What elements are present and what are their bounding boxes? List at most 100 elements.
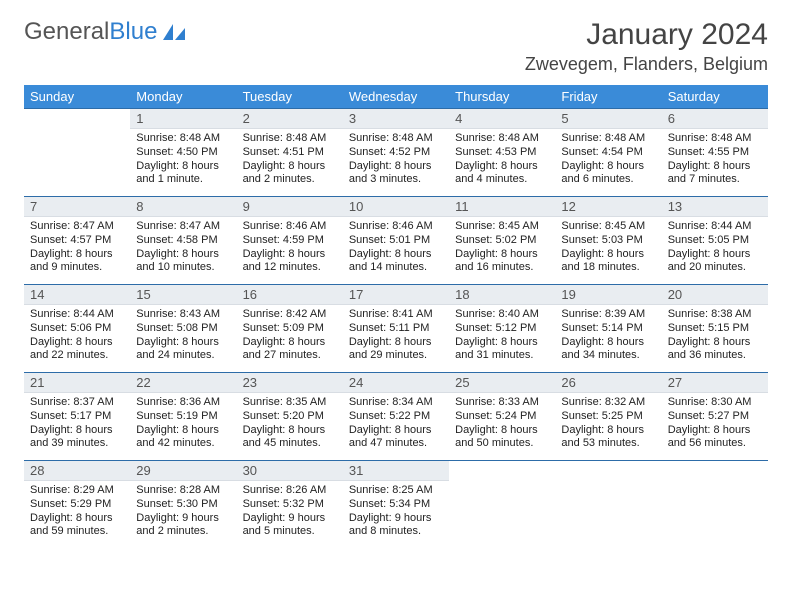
day-header: Monday bbox=[130, 85, 236, 109]
day-content: Sunrise: 8:37 AMSunset: 5:17 PMDaylight:… bbox=[24, 393, 130, 455]
day-content: Sunrise: 8:43 AMSunset: 5:08 PMDaylight:… bbox=[130, 305, 236, 367]
daylight-text: and 14 minutes. bbox=[349, 261, 443, 275]
daylight-text: and 31 minutes. bbox=[455, 349, 549, 363]
daylight-text: Daylight: 8 hours bbox=[136, 336, 230, 350]
daylight-text: Daylight: 9 hours bbox=[243, 512, 337, 526]
calendar-cell: 26Sunrise: 8:32 AMSunset: 5:25 PMDayligh… bbox=[555, 373, 661, 461]
sunrise-text: Sunrise: 8:46 AM bbox=[349, 220, 443, 234]
calendar-week-row: 14Sunrise: 8:44 AMSunset: 5:06 PMDayligh… bbox=[24, 285, 768, 373]
sunset-text: Sunset: 5:29 PM bbox=[30, 498, 124, 512]
calendar-cell: 2Sunrise: 8:48 AMSunset: 4:51 PMDaylight… bbox=[237, 109, 343, 197]
daylight-text: Daylight: 8 hours bbox=[30, 336, 124, 350]
logo: GeneralBlue bbox=[24, 18, 187, 46]
day-number: 8 bbox=[130, 197, 236, 217]
day-content: Sunrise: 8:48 AMSunset: 4:50 PMDaylight:… bbox=[130, 129, 236, 191]
calendar-week-row: 1Sunrise: 8:48 AMSunset: 4:50 PMDaylight… bbox=[24, 109, 768, 197]
sunrise-text: Sunrise: 8:40 AM bbox=[455, 308, 549, 322]
daylight-text: and 4 minutes. bbox=[455, 173, 549, 187]
sunrise-text: Sunrise: 8:35 AM bbox=[243, 396, 337, 410]
daylight-text: and 5 minutes. bbox=[243, 525, 337, 539]
daylight-text: Daylight: 8 hours bbox=[668, 248, 762, 262]
daylight-text: Daylight: 8 hours bbox=[561, 336, 655, 350]
daylight-text: and 2 minutes. bbox=[136, 525, 230, 539]
day-number: 9 bbox=[237, 197, 343, 217]
day-number: 6 bbox=[662, 109, 768, 129]
sunset-text: Sunset: 5:05 PM bbox=[668, 234, 762, 248]
day-content bbox=[24, 113, 130, 120]
daylight-text: Daylight: 8 hours bbox=[30, 248, 124, 262]
calendar-cell: 8Sunrise: 8:47 AMSunset: 4:58 PMDaylight… bbox=[130, 197, 236, 285]
daylight-text: Daylight: 8 hours bbox=[136, 160, 230, 174]
daylight-text: and 56 minutes. bbox=[668, 437, 762, 451]
sunset-text: Sunset: 5:32 PM bbox=[243, 498, 337, 512]
day-content: Sunrise: 8:47 AMSunset: 4:58 PMDaylight:… bbox=[130, 217, 236, 279]
daylight-text: and 7 minutes. bbox=[668, 173, 762, 187]
daylight-text: and 1 minute. bbox=[136, 173, 230, 187]
day-number: 13 bbox=[662, 197, 768, 217]
daylight-text: Daylight: 8 hours bbox=[136, 248, 230, 262]
day-number: 15 bbox=[130, 285, 236, 305]
day-content: Sunrise: 8:33 AMSunset: 5:24 PMDaylight:… bbox=[449, 393, 555, 455]
day-content bbox=[449, 465, 555, 472]
day-number: 28 bbox=[24, 461, 130, 481]
sunrise-text: Sunrise: 8:47 AM bbox=[30, 220, 124, 234]
day-content: Sunrise: 8:28 AMSunset: 5:30 PMDaylight:… bbox=[130, 481, 236, 543]
calendar-cell: 29Sunrise: 8:28 AMSunset: 5:30 PMDayligh… bbox=[130, 461, 236, 549]
day-number: 17 bbox=[343, 285, 449, 305]
day-content: Sunrise: 8:30 AMSunset: 5:27 PMDaylight:… bbox=[662, 393, 768, 455]
daylight-text: Daylight: 8 hours bbox=[30, 424, 124, 438]
sunset-text: Sunset: 4:50 PM bbox=[136, 146, 230, 160]
daylight-text: Daylight: 8 hours bbox=[561, 248, 655, 262]
day-content: Sunrise: 8:32 AMSunset: 5:25 PMDaylight:… bbox=[555, 393, 661, 455]
day-content: Sunrise: 8:44 AMSunset: 5:05 PMDaylight:… bbox=[662, 217, 768, 279]
sunset-text: Sunset: 5:03 PM bbox=[561, 234, 655, 248]
sunrise-text: Sunrise: 8:43 AM bbox=[136, 308, 230, 322]
daylight-text: Daylight: 8 hours bbox=[668, 424, 762, 438]
daylight-text: Daylight: 8 hours bbox=[243, 248, 337, 262]
day-header: Friday bbox=[555, 85, 661, 109]
sunrise-text: Sunrise: 8:41 AM bbox=[349, 308, 443, 322]
day-number: 26 bbox=[555, 373, 661, 393]
day-content: Sunrise: 8:48 AMSunset: 4:53 PMDaylight:… bbox=[449, 129, 555, 191]
daylight-text: and 8 minutes. bbox=[349, 525, 443, 539]
day-header: Thursday bbox=[449, 85, 555, 109]
day-content: Sunrise: 8:48 AMSunset: 4:52 PMDaylight:… bbox=[343, 129, 449, 191]
calendar-cell: 23Sunrise: 8:35 AMSunset: 5:20 PMDayligh… bbox=[237, 373, 343, 461]
day-content: Sunrise: 8:25 AMSunset: 5:34 PMDaylight:… bbox=[343, 481, 449, 543]
daylight-text: and 9 minutes. bbox=[30, 261, 124, 275]
sunset-text: Sunset: 4:55 PM bbox=[668, 146, 762, 160]
calendar-cell: 31Sunrise: 8:25 AMSunset: 5:34 PMDayligh… bbox=[343, 461, 449, 549]
calendar-cell: 3Sunrise: 8:48 AMSunset: 4:52 PMDaylight… bbox=[343, 109, 449, 197]
daylight-text: Daylight: 8 hours bbox=[349, 160, 443, 174]
daylight-text: Daylight: 8 hours bbox=[455, 248, 549, 262]
daylight-text: and 3 minutes. bbox=[349, 173, 443, 187]
calendar-cell: 20Sunrise: 8:38 AMSunset: 5:15 PMDayligh… bbox=[662, 285, 768, 373]
calendar-cell: 6Sunrise: 8:48 AMSunset: 4:55 PMDaylight… bbox=[662, 109, 768, 197]
day-number: 19 bbox=[555, 285, 661, 305]
sunrise-text: Sunrise: 8:48 AM bbox=[455, 132, 549, 146]
calendar-cell: 11Sunrise: 8:45 AMSunset: 5:02 PMDayligh… bbox=[449, 197, 555, 285]
daylight-text: Daylight: 8 hours bbox=[243, 336, 337, 350]
daylight-text: and 42 minutes. bbox=[136, 437, 230, 451]
day-number: 16 bbox=[237, 285, 343, 305]
daylight-text: Daylight: 8 hours bbox=[30, 512, 124, 526]
sunrise-text: Sunrise: 8:46 AM bbox=[243, 220, 337, 234]
calendar-cell: 21Sunrise: 8:37 AMSunset: 5:17 PMDayligh… bbox=[24, 373, 130, 461]
daylight-text: and 53 minutes. bbox=[561, 437, 655, 451]
daylight-text: and 2 minutes. bbox=[243, 173, 337, 187]
calendar-week-row: 7Sunrise: 8:47 AMSunset: 4:57 PMDaylight… bbox=[24, 197, 768, 285]
day-number: 5 bbox=[555, 109, 661, 129]
day-number: 29 bbox=[130, 461, 236, 481]
logo-text-gray: General bbox=[24, 18, 109, 46]
sunrise-text: Sunrise: 8:48 AM bbox=[136, 132, 230, 146]
calendar-cell bbox=[662, 461, 768, 549]
calendar-cell: 10Sunrise: 8:46 AMSunset: 5:01 PMDayligh… bbox=[343, 197, 449, 285]
daylight-text: Daylight: 8 hours bbox=[243, 424, 337, 438]
daylight-text: and 6 minutes. bbox=[561, 173, 655, 187]
calendar-cell: 16Sunrise: 8:42 AMSunset: 5:09 PMDayligh… bbox=[237, 285, 343, 373]
day-number: 3 bbox=[343, 109, 449, 129]
day-number: 23 bbox=[237, 373, 343, 393]
day-content: Sunrise: 8:26 AMSunset: 5:32 PMDaylight:… bbox=[237, 481, 343, 543]
daylight-text: and 20 minutes. bbox=[668, 261, 762, 275]
daylight-text: Daylight: 8 hours bbox=[455, 424, 549, 438]
